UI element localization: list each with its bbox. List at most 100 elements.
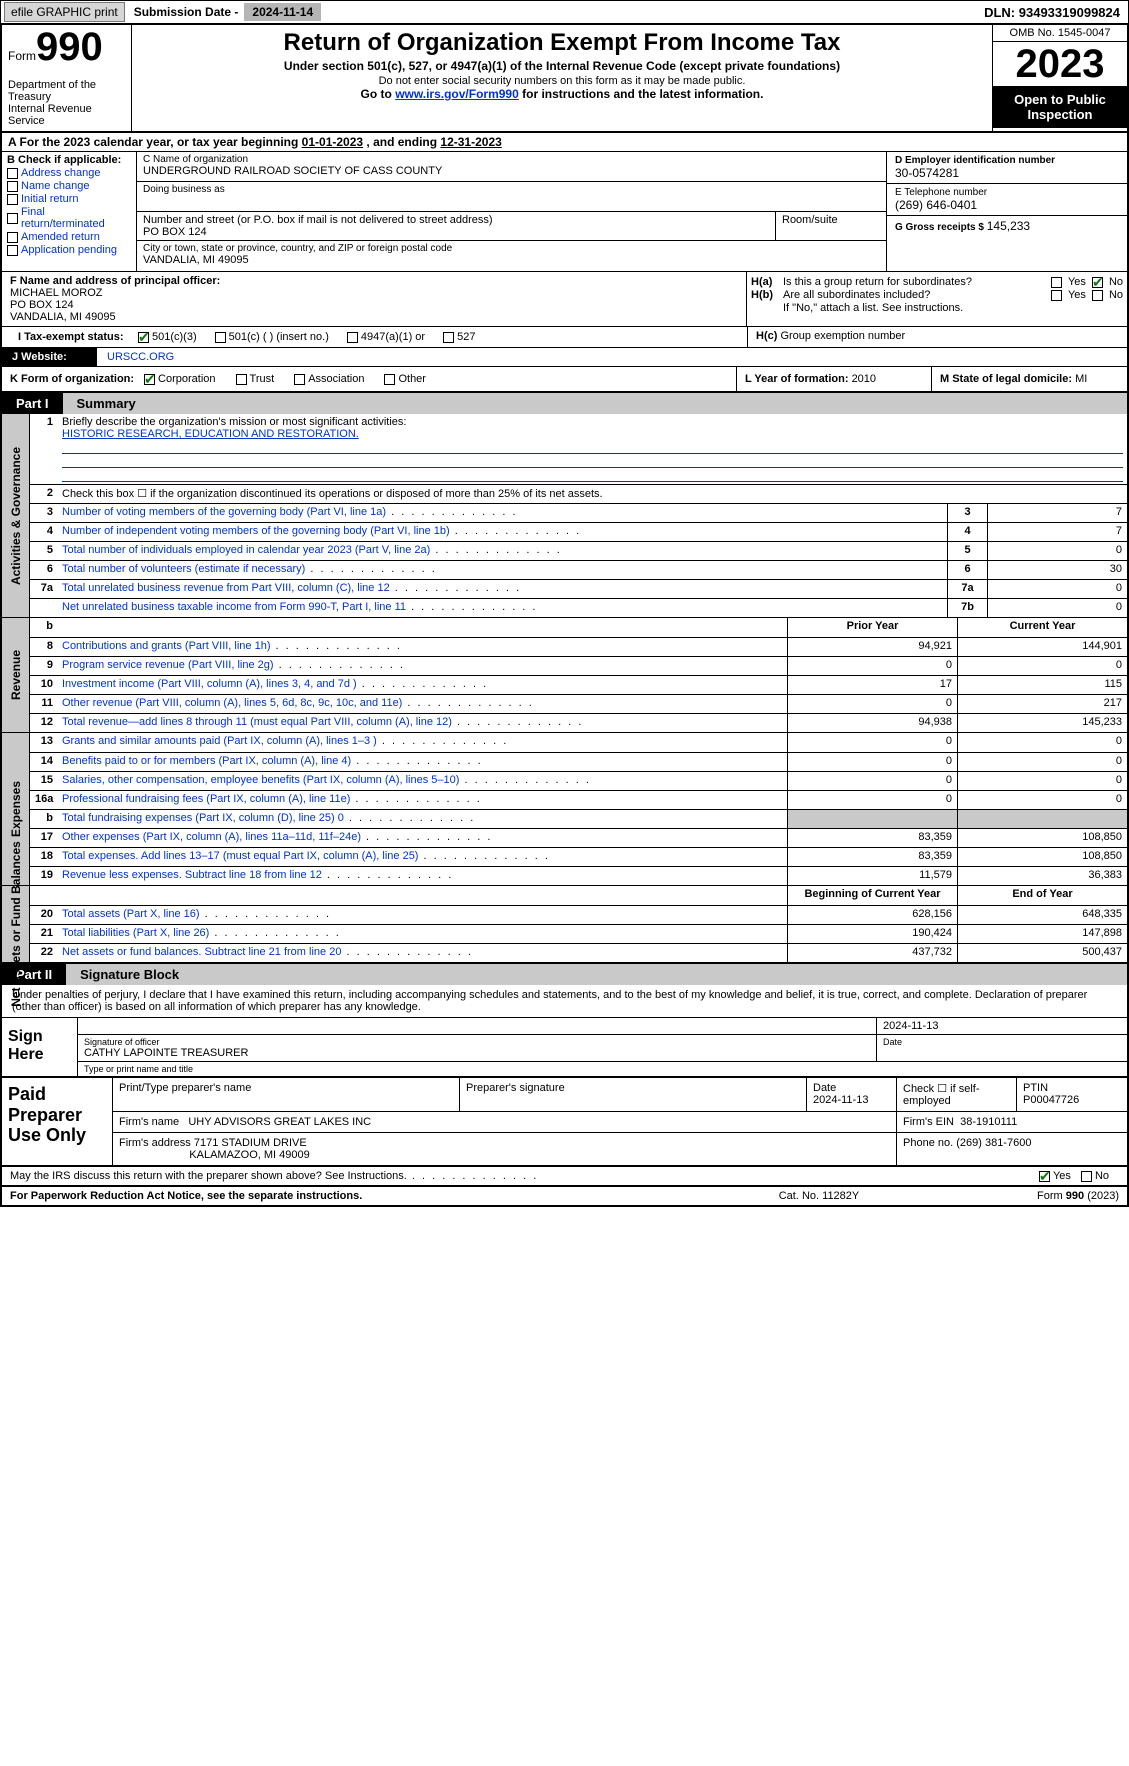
application-pending-checkbox[interactable] xyxy=(7,245,18,256)
omb-number: OMB No. 1545-0047 xyxy=(993,25,1127,42)
discuss-yes-checkbox[interactable] xyxy=(1039,1171,1050,1182)
dba-cell: Doing business as xyxy=(137,182,886,212)
goto-link[interactable]: www.irs.gov/Form990 xyxy=(395,87,519,101)
address-change-checkbox[interactable] xyxy=(7,168,18,179)
governance-tab: Activities & Governance xyxy=(2,414,30,617)
gov-line-4: 4Number of independent voting members of… xyxy=(30,522,1127,541)
end-year-header: End of Year xyxy=(957,886,1127,905)
sign-here-label: Sign Here xyxy=(2,1018,77,1076)
final-return-checkbox[interactable] xyxy=(7,213,18,224)
prep-name-label: Print/Type preparer's name xyxy=(119,1082,251,1094)
form-title: Return of Organization Exempt From Incom… xyxy=(140,29,984,57)
rev-b-num: b xyxy=(30,618,58,637)
department-label: Department of the Treasury Internal Reve… xyxy=(8,79,125,127)
na-lines-row-22: 22Net assets or fund balances. Subtract … xyxy=(30,943,1127,962)
i-label: I Tax-exempt status: xyxy=(10,331,130,343)
gov-line-6: Net unrelated business taxable income fr… xyxy=(30,598,1127,617)
501c-checkbox[interactable] xyxy=(215,332,226,343)
rev-lines-row-10: 10Investment income (Part VIII, column (… xyxy=(30,675,1127,694)
ptin-label: PTIN xyxy=(1023,1082,1048,1094)
website-value[interactable]: URSCC.ORG xyxy=(97,348,1127,366)
firm-name-label: Firm's name xyxy=(119,1116,179,1128)
sign-date: 2024-11-13 xyxy=(877,1018,1127,1034)
hb-label: H(b) xyxy=(751,289,783,301)
gov-line-2: 2Check this box ☐ if the organization di… xyxy=(30,484,1127,503)
exp-lines-row-18: 18Total expenses. Add lines 13–17 (must … xyxy=(30,847,1127,866)
phone-value: (269) 381-7600 xyxy=(956,1137,1031,1149)
exp-lines-row-17: 17Other expenses (Part IX, column (A), l… xyxy=(30,828,1127,847)
officer-sig-label: Signature of officer xyxy=(84,1037,870,1047)
firm-addr-label: Firm's address xyxy=(119,1137,191,1149)
hb-no-checkbox[interactable] xyxy=(1092,290,1103,301)
phone-label: Phone no. xyxy=(903,1137,953,1149)
j-label: J Website: xyxy=(2,348,97,366)
revenue-tab: Revenue xyxy=(2,618,30,732)
501c3-checkbox[interactable] xyxy=(138,332,149,343)
gov-line-7a: 7aTotal unrelated business revenue from … xyxy=(30,579,1127,598)
state-domicile: M State of legal domicile: MI xyxy=(932,367,1127,391)
page-footer: For Paperwork Reduction Act Notice, see … xyxy=(2,1187,1127,1205)
efile-print-button[interactable]: efile GRAPHIC print xyxy=(4,2,125,22)
gov-line-3: 3Number of voting members of the governi… xyxy=(30,503,1127,522)
net-assets-tab: Net Assets or Fund Balances xyxy=(2,886,30,962)
part-1-header: Part I Summary xyxy=(2,393,1127,414)
hb-note: If "No," attach a list. See instructions… xyxy=(783,302,1123,314)
trust-checkbox[interactable] xyxy=(236,374,247,385)
firm-addr2: KALAMAZOO, MI 49009 xyxy=(189,1149,309,1161)
city-cell: City or town, state or province, country… xyxy=(137,241,886,271)
amended-return-checkbox[interactable] xyxy=(7,232,18,243)
paid-preparer-label: Paid Preparer Use Only xyxy=(2,1078,112,1165)
form-header: Form990 Department of the Treasury Inter… xyxy=(2,25,1127,133)
room-cell: Room/suite xyxy=(776,212,886,241)
gov-line-6: 6Total number of volunteers (estimate if… xyxy=(30,560,1127,579)
ha-no-checkbox[interactable] xyxy=(1092,277,1103,288)
prep-date-label: Date xyxy=(813,1082,836,1094)
hb-text: Are all subordinates included? xyxy=(783,289,1051,301)
gov-line-5: 5Total number of individuals employed in… xyxy=(30,541,1127,560)
na-lines-row-20: 20Total assets (Part X, line 16)628,1566… xyxy=(30,905,1127,924)
column-b-checkboxes: B Check if applicable: Address change Na… xyxy=(2,152,137,271)
4947a1-checkbox[interactable] xyxy=(347,332,358,343)
name-change-checkbox[interactable] xyxy=(7,181,18,192)
mission-label: Briefly describe the organization's miss… xyxy=(62,416,1123,428)
goto-line: Go to www.irs.gov/Form990 for instructio… xyxy=(140,87,984,101)
ssn-note: Do not enter social security numbers on … xyxy=(140,75,984,87)
ha-yes-checkbox[interactable] xyxy=(1051,277,1062,288)
mission-value: HISTORIC RESEARCH, EDUCATION AND RESTORA… xyxy=(62,428,1123,440)
hb-yes-checkbox[interactable] xyxy=(1051,290,1062,301)
firm-name: UHY ADVISORS GREAT LAKES INC xyxy=(188,1116,371,1128)
exp-lines-row-16a: 16aProfessional fundraising fees (Part I… xyxy=(30,790,1127,809)
ha-text: Is this a group return for subordinates? xyxy=(783,276,1051,288)
submission-label: Submission Date - xyxy=(128,3,245,21)
other-checkbox[interactable] xyxy=(384,374,395,385)
officer-name: CATHY LAPOINTE TREASURER xyxy=(84,1047,870,1059)
sign-date-label: Date xyxy=(883,1037,1121,1047)
corporation-checkbox[interactable] xyxy=(144,374,155,385)
telephone-cell: E Telephone number (269) 646-0401 xyxy=(887,184,1127,216)
principal-officer-box: F Name and address of principal officer:… xyxy=(2,272,747,326)
org-name-cell: C Name of organization UNDERGROUND RAILR… xyxy=(137,152,886,182)
prior-year-header: Prior Year xyxy=(787,618,957,637)
year-formation: L Year of formation: 2010 xyxy=(737,367,932,391)
begin-year-header: Beginning of Current Year xyxy=(787,886,957,905)
prep-date: 2024-11-13 xyxy=(813,1094,868,1106)
prep-sig-label: Preparer's signature xyxy=(466,1082,565,1094)
open-to-public: Open to Public Inspection xyxy=(993,86,1127,128)
self-employed-label: Check ☐ if self-employed xyxy=(897,1078,1017,1111)
tax-year: 2023 xyxy=(993,42,1127,86)
firm-ein: 38-1910111 xyxy=(960,1116,1017,1128)
type-name-label: Type or print name and title xyxy=(84,1064,1121,1074)
initial-return-checkbox[interactable] xyxy=(7,194,18,205)
association-checkbox[interactable] xyxy=(294,374,305,385)
527-checkbox[interactable] xyxy=(443,332,454,343)
ein-cell: D Employer identification number 30-0574… xyxy=(887,152,1127,184)
part-2-header: Part II Signature Block xyxy=(2,964,1127,985)
dln-label: DLN: 93493319099824 xyxy=(976,3,1128,22)
na-lines-row-21: 21Total liabilities (Part X, line 26)190… xyxy=(30,924,1127,943)
submission-date: 2024-11-14 xyxy=(244,3,321,21)
k-label: K Form of organization: xyxy=(10,373,134,385)
discuss-no-checkbox[interactable] xyxy=(1081,1171,1092,1182)
form-subtitle: Under section 501(c), 527, or 4947(a)(1)… xyxy=(140,59,984,73)
gross-receipts-cell: G Gross receipts $ 145,233 xyxy=(887,216,1127,236)
perjury-statement: Under penalties of perjury, I declare th… xyxy=(2,985,1127,1018)
